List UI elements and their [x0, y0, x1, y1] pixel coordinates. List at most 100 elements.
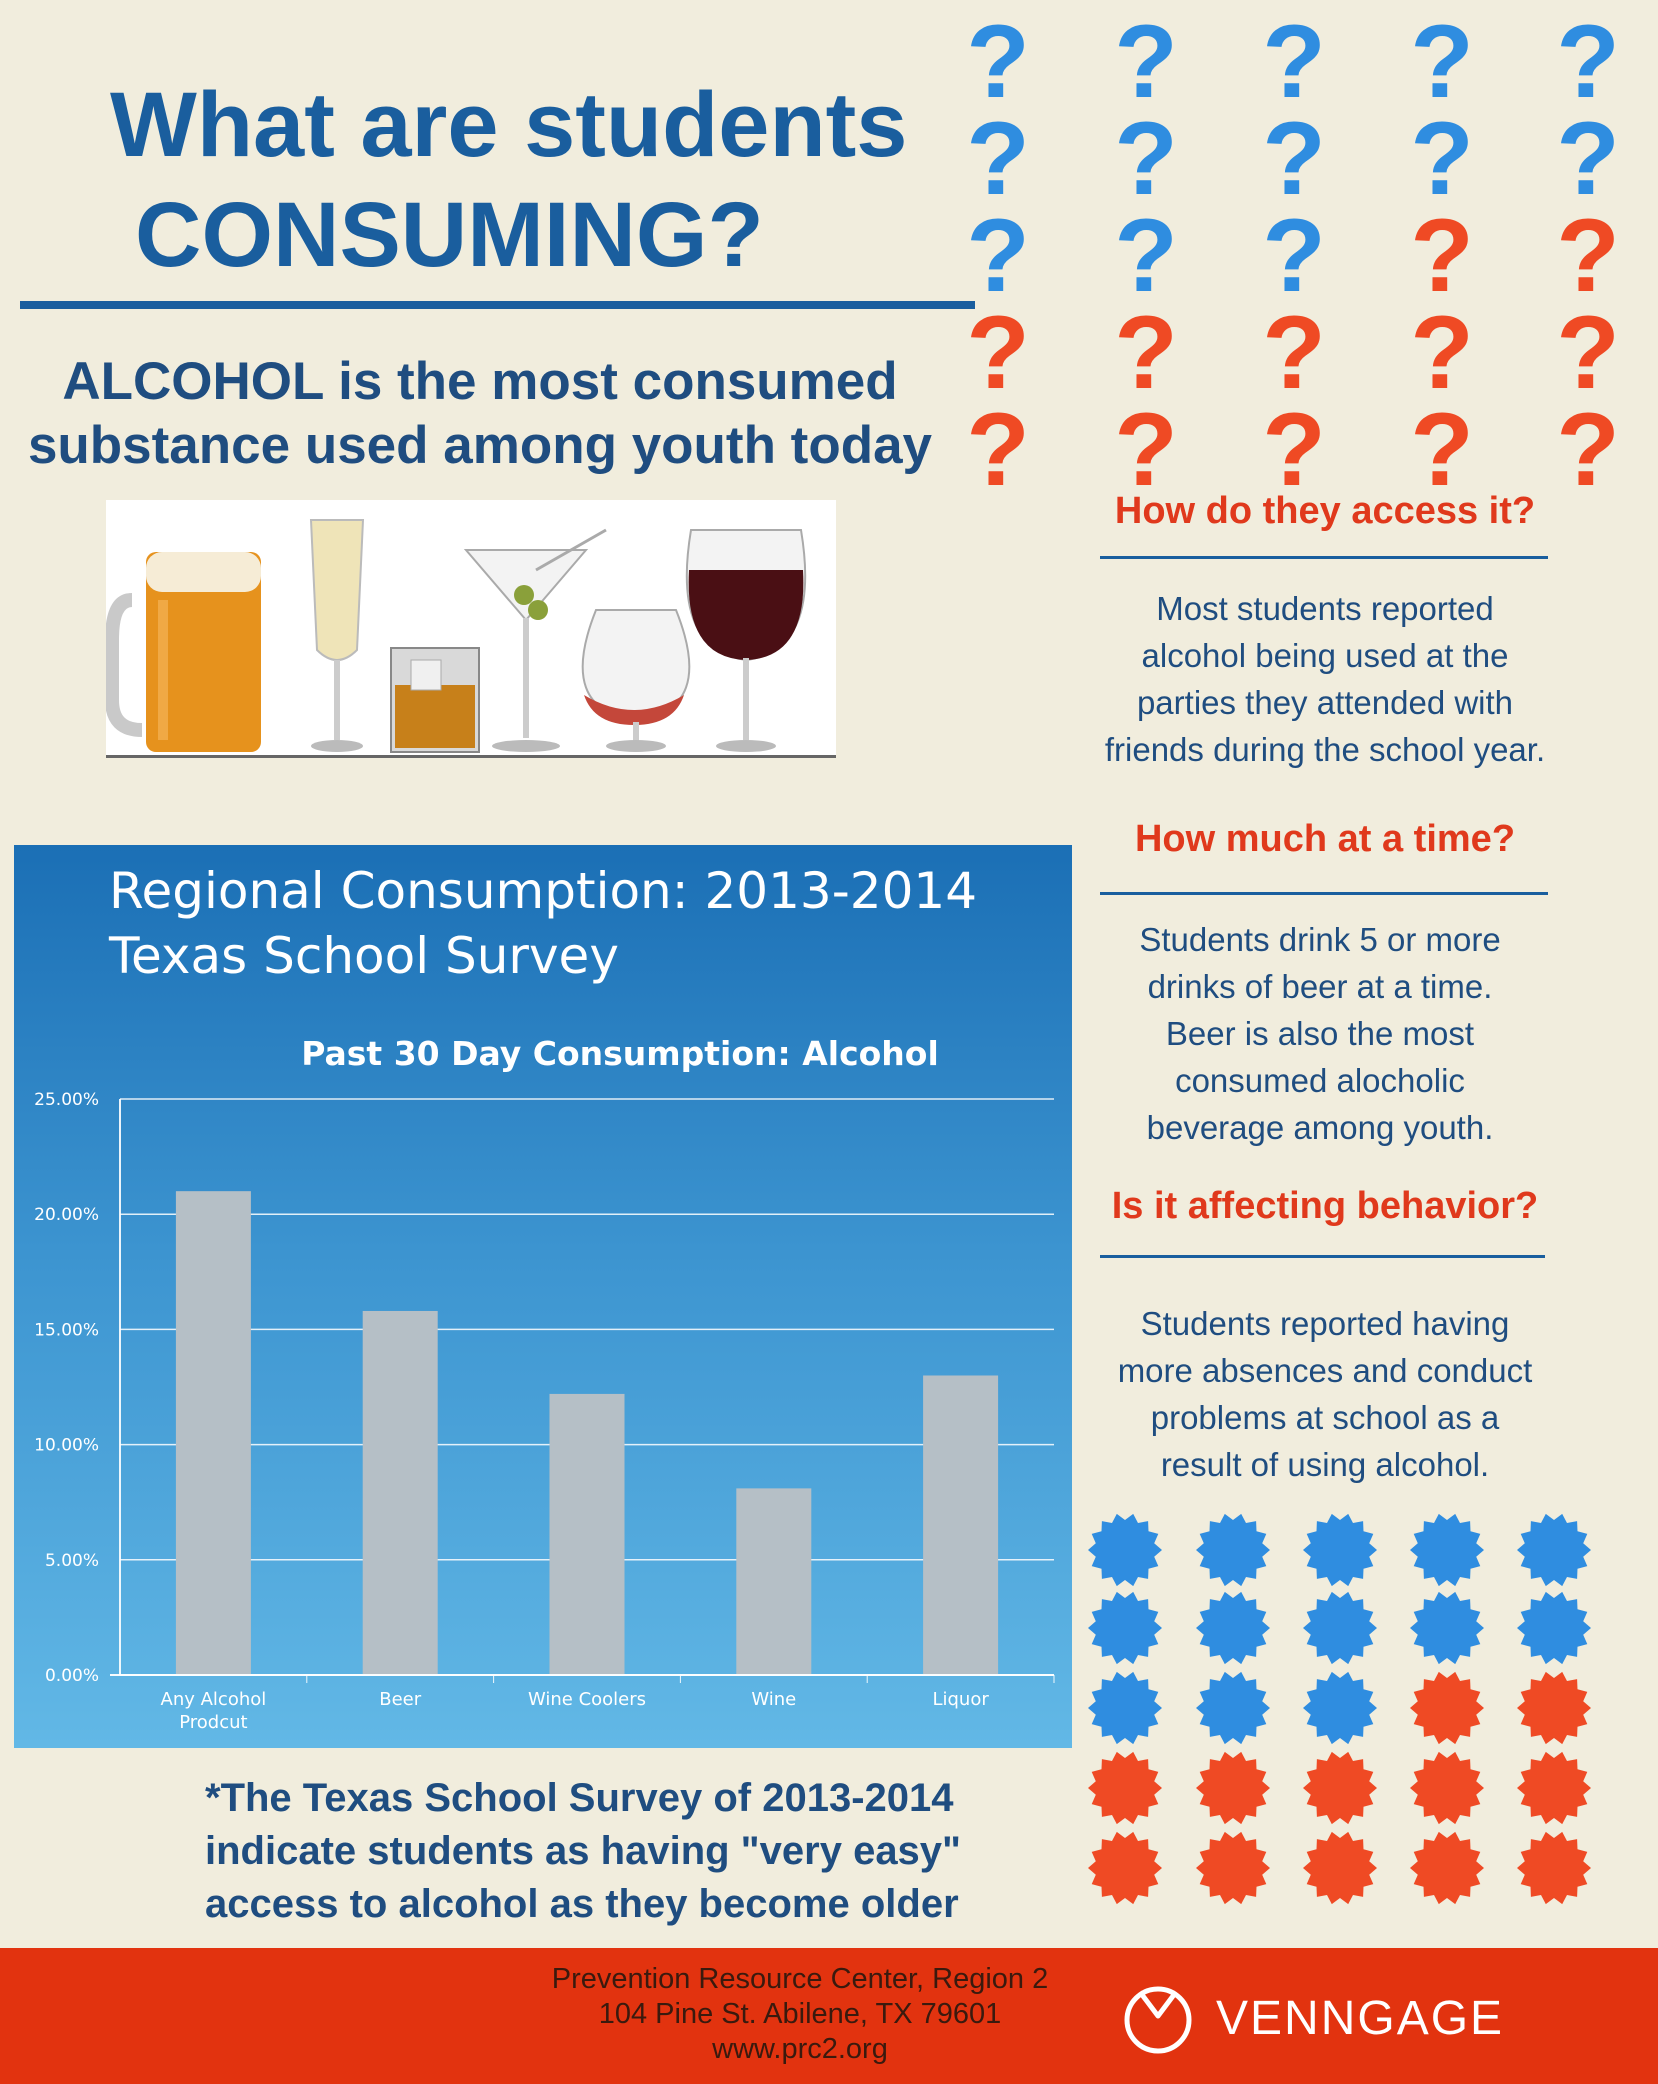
badge-icon: [1517, 1513, 1591, 1587]
badge-icon: [1410, 1591, 1484, 1665]
title-line-2: CONSUMING?: [135, 184, 764, 286]
question-mark-icon: ?: [1262, 295, 1326, 411]
question-mark-icon: ?: [966, 392, 1030, 508]
question-mark-icon: ?: [1556, 198, 1620, 314]
badge-icon: [1196, 1591, 1270, 1665]
question-mark-icon: ?: [1410, 4, 1474, 120]
brand-name: VENNGAGE: [1216, 1991, 1505, 2045]
question-mark-icon: ?: [1114, 4, 1178, 120]
badge-icon: [1517, 1831, 1591, 1905]
badge-icon: [1196, 1751, 1270, 1825]
question-mark-icon: ?: [1556, 4, 1620, 120]
badge-icon: [1517, 1591, 1591, 1665]
question-mark-icon: ?: [1410, 198, 1474, 314]
section-divider: [1100, 892, 1548, 895]
question-mark-icon: ?: [1556, 101, 1620, 217]
badge-icon: [1088, 1831, 1162, 1905]
amount-body-wrap: Students drink 5 or more drinks of beer …: [1095, 916, 1545, 1151]
question-mark-icon: ?: [966, 4, 1030, 120]
badge-grid: [1080, 1512, 1620, 1922]
x-tick-label: Liquor: [932, 1689, 989, 1710]
badge-icon: [1088, 1591, 1162, 1665]
amount-heading: How much at a time?: [1090, 818, 1560, 861]
badge-icon: [1196, 1831, 1270, 1905]
question-mark-icon: ?: [1262, 198, 1326, 314]
bar: [175, 1191, 251, 1675]
access-heading: How do they access it?: [1090, 490, 1560, 533]
badge-icon: [1303, 1751, 1377, 1825]
badge-icon: [1517, 1671, 1591, 1745]
section-body: Students drink 5 or more drinks of beer …: [1139, 921, 1501, 1146]
footer-org: Prevention Resource Center, Region 2: [551, 1963, 1049, 1995]
y-tick-label: 20.00%: [34, 1205, 99, 1225]
chart-title: Regional Consumption: 2013-2014: [109, 862, 977, 920]
question-mark-icon: ?: [1262, 101, 1326, 217]
title-line-1: What are students: [110, 74, 908, 176]
question-mark-icon: ?: [1262, 392, 1326, 508]
red-wine-glass-icon: [685, 529, 807, 752]
footer: Prevention Resource Center, Region 2 104…: [0, 1948, 1658, 2084]
section-heading: How do they access it?: [1114, 490, 1536, 532]
badge-icon: [1088, 1751, 1162, 1825]
bar: [736, 1488, 812, 1675]
y-tick-label: 0.00%: [45, 1666, 99, 1686]
question-mark-icon: ?: [966, 295, 1030, 411]
subtitle: ALCOHOL is the most consumed substance u…: [27, 352, 933, 475]
question-mark-icon: ?: [1556, 392, 1620, 508]
bar: [362, 1310, 438, 1675]
plot-title: Past 30 Day Consumption: Alcohol: [301, 1034, 939, 1073]
page-title: What are students CONSUMING?: [110, 70, 907, 290]
badge-icon: [1410, 1513, 1484, 1587]
title-divider: [20, 301, 975, 309]
clock-logo-icon: [1124, 1986, 1192, 2054]
behavior-heading: Is it affecting behavior?: [1090, 1185, 1560, 1228]
badge-icon: [1410, 1751, 1484, 1825]
question-mark-icon: ?: [1410, 392, 1474, 508]
badge-icon: [1088, 1671, 1162, 1745]
venngage-logo[interactable]: VENNGAGE: [1120, 1978, 1504, 2058]
badge-icon: [1517, 1751, 1591, 1825]
x-tick-label: Wine: [751, 1689, 796, 1710]
question-mark-icon: ?: [966, 198, 1030, 314]
section-heading: How much at a time?: [1134, 818, 1516, 860]
bar: [549, 1393, 625, 1675]
y-tick-label: 5.00%: [45, 1551, 99, 1571]
question-mark-icon: ?: [1410, 295, 1474, 411]
question-mark-grid: ?????????????????????????: [960, 4, 1658, 508]
badge-icon: [1196, 1671, 1270, 1745]
badge-icon: [1088, 1513, 1162, 1587]
footer-contact: Prevention Resource Center, Region 2 104…: [520, 1962, 1080, 2067]
footer-address: 104 Pine St. Abilene, TX 79601: [598, 1998, 1002, 2030]
question-mark-icon: ?: [1262, 4, 1326, 120]
y-tick-label: 15.00%: [34, 1320, 99, 1340]
champagne-flute-icon: [309, 519, 365, 752]
y-tick-label: 10.00%: [34, 1436, 99, 1456]
question-mark-icon: ?: [1556, 295, 1620, 411]
badge-icon: [1410, 1671, 1484, 1745]
badge-icon: [1303, 1513, 1377, 1587]
question-mark-icon: ?: [1114, 198, 1178, 314]
chart-subtitle: Texas School Survey: [108, 927, 619, 985]
badge-icon: [1410, 1831, 1484, 1905]
survey-note: *The Texas School Survey of 2013-2014 in…: [205, 1776, 962, 1926]
badge-icon: [1303, 1591, 1377, 1665]
question-mark-icon: ?: [1410, 101, 1474, 217]
martini-glass-icon: [463, 528, 607, 752]
bar: [923, 1375, 999, 1675]
section-body: Most students reported alcohol being use…: [1104, 590, 1546, 768]
x-tick-label: Beer: [379, 1689, 421, 1710]
question-mark-icon: ?: [1114, 392, 1178, 508]
section-heading: Is it affecting behavior?: [1111, 1185, 1539, 1227]
consumption-chart: Regional Consumption: 2013-2014 Texas Sc…: [14, 845, 1072, 1748]
alcoholic-drinks-image: [105, 500, 836, 758]
beer-mug-icon: [105, 552, 261, 752]
question-mark-icon: ?: [966, 101, 1030, 217]
question-mark-icon: ?: [1114, 101, 1178, 217]
question-mark-icon: ?: [1114, 295, 1178, 411]
section-body: Students reported having more absences a…: [1117, 1305, 1533, 1483]
section-divider: [1100, 556, 1548, 559]
brandy-glass-icon: [581, 609, 691, 752]
footer-website[interactable]: www.prc2.org: [712, 2033, 888, 2065]
section-divider: [1100, 1255, 1545, 1258]
x-tick-label: Any Alcohol Prodcut: [161, 1689, 267, 1733]
